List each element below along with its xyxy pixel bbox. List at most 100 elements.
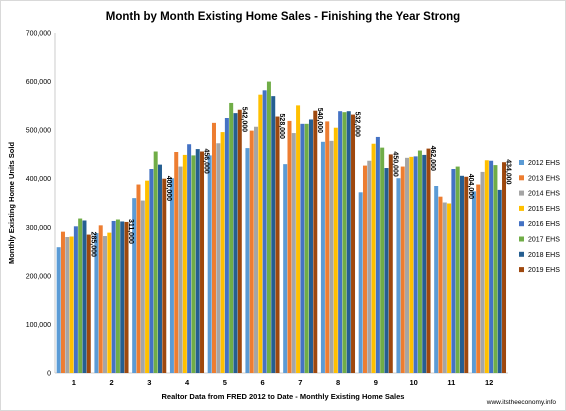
bar [451, 169, 456, 373]
bar [140, 200, 145, 373]
bar [174, 152, 179, 373]
y-tick-label: 500,000 [26, 128, 51, 135]
bar [459, 175, 464, 373]
bar [56, 247, 61, 373]
bar [329, 140, 334, 373]
bar [333, 127, 338, 374]
data-label: 450,000 [391, 151, 398, 176]
bar [187, 144, 192, 373]
bar [320, 141, 325, 373]
bar [313, 110, 318, 374]
bar [207, 155, 212, 373]
bar [245, 148, 250, 373]
bar [220, 132, 225, 373]
bar [69, 236, 74, 373]
x-tick-label: 7 [298, 378, 302, 387]
bar [136, 184, 141, 373]
legend-label: 2017 EHS [528, 237, 560, 244]
bar [388, 154, 393, 373]
y-axis-label: Monthly Existing Home Units Sold [7, 142, 16, 265]
bar [107, 232, 112, 373]
bar [493, 165, 498, 373]
legend-label: 2015 EHS [528, 206, 560, 213]
legend-label: 2016 EHS [528, 221, 560, 228]
legend-swatch [519, 160, 524, 165]
bar [291, 133, 296, 373]
bar [216, 143, 221, 373]
x-axis: 1 2 3 4 5 6 7 8 9 10 11 12 [55, 372, 508, 387]
bar [426, 148, 431, 373]
bar [304, 123, 309, 373]
data-labels-layer: 285,000 311,000 400,000 456,000 542,000 528,0… [89, 107, 511, 257]
source-watermark: www.itstheeconomy.info [486, 399, 557, 406]
legend-swatch [519, 251, 524, 257]
bar [396, 178, 401, 373]
bar [86, 234, 91, 373]
chart-title: Month by Month Existing Home Sales - Fin… [106, 11, 460, 23]
bar [78, 218, 83, 373]
bar [384, 168, 389, 373]
bar [413, 156, 418, 373]
bar [115, 219, 120, 373]
bar [405, 157, 410, 373]
legend-label: 2012 EHS [528, 160, 560, 167]
bar [224, 118, 229, 373]
bar [266, 81, 271, 373]
bar [484, 160, 489, 373]
bars-layer [56, 81, 507, 374]
bar [442, 202, 447, 373]
data-label: 285,000 [89, 232, 96, 257]
bar [346, 111, 351, 373]
bar [169, 178, 174, 373]
bar [489, 160, 494, 373]
bar [434, 186, 439, 373]
bar [300, 123, 305, 373]
bar [308, 119, 313, 374]
x-tick-label: 5 [223, 378, 227, 387]
bar [438, 196, 443, 373]
legend-label: 2014 EHS [528, 191, 560, 198]
data-label: 400,000 [165, 176, 172, 201]
bar [258, 94, 263, 373]
bar [120, 221, 125, 373]
legend-swatch [519, 175, 524, 181]
legend-swatch [519, 190, 524, 196]
legend: 2012 EHS 2013 EHS 2014 EHS 2015 EHS 2016 EHS… [519, 160, 560, 274]
data-label: 404,000 [467, 174, 474, 199]
x-tick-label: 1 [72, 378, 76, 387]
bar [447, 203, 452, 373]
bar [200, 151, 205, 373]
bar [375, 136, 380, 373]
bar [157, 164, 162, 373]
bar [325, 121, 330, 374]
bar [480, 171, 485, 373]
bar [237, 109, 242, 374]
bar [275, 116, 280, 373]
bar [94, 233, 99, 373]
bar [422, 154, 427, 373]
data-label: 462,000 [429, 146, 436, 171]
bar [358, 192, 363, 373]
bar [417, 150, 422, 373]
bar [191, 155, 196, 373]
data-label: 540,000 [316, 108, 323, 133]
bar [262, 90, 267, 373]
y-tick-label: 600,000 [26, 79, 51, 86]
bar [351, 114, 356, 373]
bar [287, 120, 292, 373]
data-label: 456,000 [203, 149, 210, 174]
bar [178, 166, 183, 373]
y-tick-label: 700,000 [26, 31, 51, 38]
bar [60, 231, 65, 373]
y-tick-label: 300,000 [26, 225, 51, 232]
bar [249, 130, 254, 373]
data-label: 311,000 [127, 219, 134, 244]
bar [464, 176, 469, 373]
bar [182, 154, 187, 373]
x-tick-label: 3 [147, 378, 151, 387]
legend-swatch [519, 267, 524, 273]
y-tick-label: 0 [47, 371, 51, 378]
bar [195, 149, 200, 373]
bar [229, 102, 234, 373]
